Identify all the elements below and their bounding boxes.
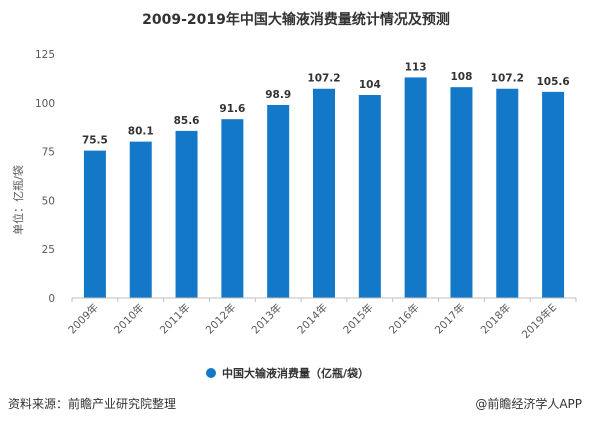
bar-value-label: 80.1 bbox=[128, 126, 154, 138]
y-tick-label: 125 bbox=[35, 49, 55, 61]
bar bbox=[496, 88, 519, 298]
bar-series: 75.5 80.1 85.6 91.6 98.9 107.2 104 113 108 107.2 1… bbox=[82, 61, 570, 299]
x-tick-label: 2018年 bbox=[478, 301, 514, 337]
bar-value-label: 104 bbox=[359, 79, 381, 91]
y-tick-label: 100 bbox=[35, 98, 55, 110]
x-tick-label: 2016年 bbox=[386, 301, 422, 337]
bar bbox=[129, 141, 152, 298]
chart-title: 2009-2019年中国大输液消费量统计情况及预测 bbox=[142, 11, 450, 28]
bar bbox=[267, 104, 290, 298]
bar bbox=[175, 130, 198, 298]
bar-value-label: 113 bbox=[405, 61, 427, 73]
bar-value-label: 108 bbox=[450, 71, 472, 83]
x-tick-label: 2017年 bbox=[432, 301, 468, 337]
x-tick-label: 2011年 bbox=[157, 301, 193, 337]
bar bbox=[450, 87, 473, 299]
x-tick-label: 2009年 bbox=[66, 301, 102, 337]
bar-value-label: 98.9 bbox=[265, 89, 291, 101]
bar-value-label: 91.6 bbox=[219, 103, 245, 115]
bar bbox=[404, 77, 427, 298]
bar bbox=[542, 91, 565, 298]
bar-value-label: 107.2 bbox=[491, 73, 524, 85]
x-tick-label: 2010年 bbox=[111, 301, 147, 337]
legend-marker bbox=[206, 368, 216, 378]
x-tick-label: 2014年 bbox=[295, 301, 331, 337]
x-tick-label: 2019年E bbox=[519, 301, 559, 341]
y-tick-label: 50 bbox=[42, 195, 55, 207]
bar bbox=[313, 88, 335, 298]
legend-label: 中国大输液消费量（亿瓶/袋） bbox=[222, 366, 369, 380]
x-axis: 2009年 2010年 2011年 2012年 2013年 2014年 2015年 2016年… bbox=[66, 297, 577, 341]
source-note: 资料来源：前瞻产业研究院整理 bbox=[8, 397, 177, 411]
y-tick-label: 75 bbox=[42, 147, 55, 159]
x-tick-label: 2013年 bbox=[249, 301, 285, 337]
bar bbox=[83, 150, 106, 298]
bar-value-label: 107.2 bbox=[307, 73, 340, 85]
y-axis-label: 单位：亿瓶/袋 bbox=[11, 165, 25, 235]
legend: 中国大输液消费量（亿瓶/袋） bbox=[206, 366, 369, 380]
bar bbox=[358, 94, 381, 298]
bar-value-label: 105.6 bbox=[536, 76, 569, 88]
bar-value-label: 75.5 bbox=[82, 135, 108, 147]
y-axis: 0 25 50 75 100 125 bbox=[35, 49, 55, 305]
bar bbox=[221, 119, 244, 298]
x-tick-label: 2015年 bbox=[340, 301, 376, 337]
y-tick-label: 25 bbox=[42, 244, 55, 256]
brand-note: @前瞻经济学人APP bbox=[475, 397, 582, 411]
y-tick-label: 0 bbox=[48, 293, 55, 305]
bar-value-label: 85.6 bbox=[174, 115, 200, 127]
x-tick-label: 2012年 bbox=[203, 301, 239, 337]
